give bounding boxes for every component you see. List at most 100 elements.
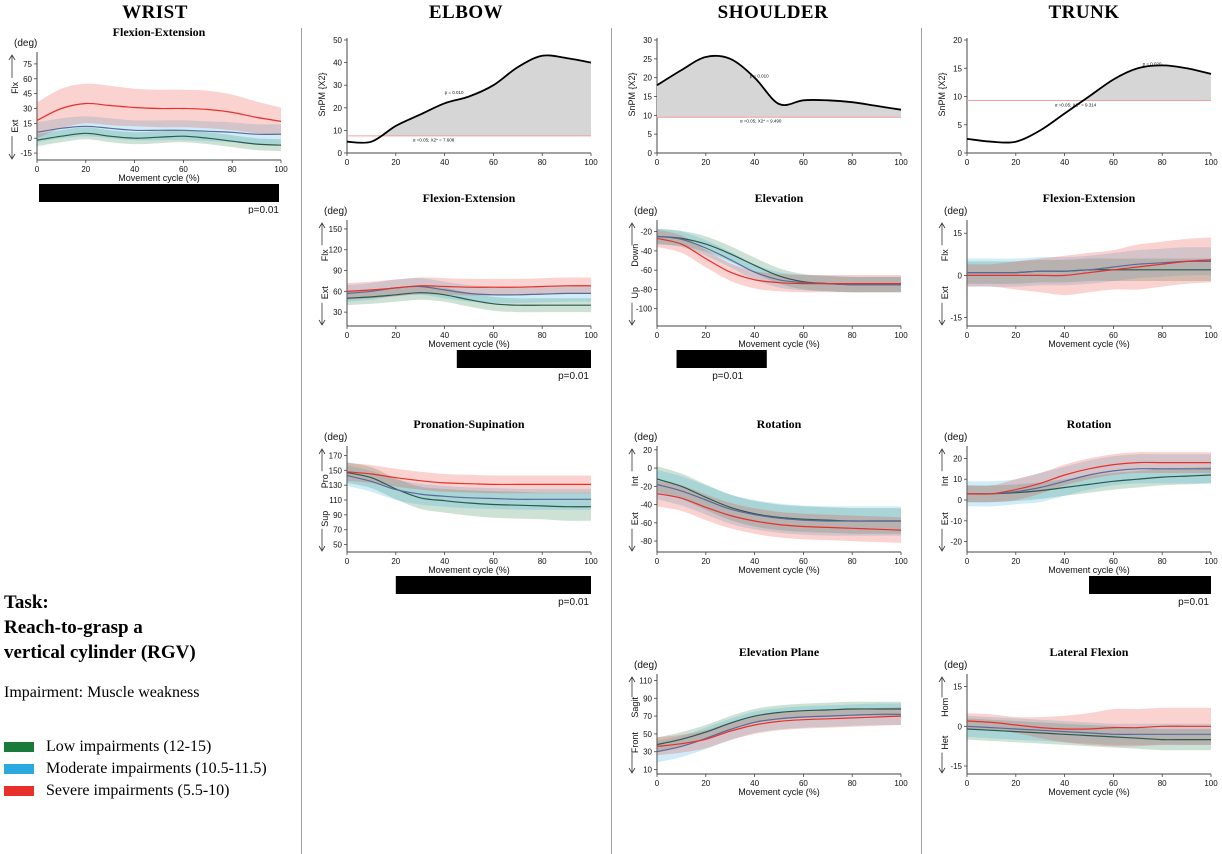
x-tick-label: 80 (1158, 331, 1167, 340)
x-axis-label: Movement cycle (%) (1048, 339, 1130, 349)
p-value-label: p=0.01 (558, 371, 589, 382)
plot-area (37, 83, 281, 152)
x-tick-label: 0 (655, 331, 660, 340)
up-arrow-icon (938, 222, 946, 229)
y-tick-label: -80 (640, 285, 652, 294)
y-tick-label: 10 (953, 93, 962, 102)
up-arrow-icon (628, 676, 636, 683)
y-tick-label: 15 (953, 229, 962, 238)
snpm-curve (346, 54, 592, 144)
y-tick-label: 10 (643, 766, 652, 775)
unit-label: (deg) (14, 38, 37, 49)
down-arrow-icon (8, 153, 16, 160)
up-arrow-icon (318, 448, 326, 455)
down-arrow-icon (938, 319, 946, 326)
x-axis-label: Movement cycle (%) (738, 339, 820, 349)
x-tick-label: 80 (848, 331, 857, 340)
chart-title: Rotation (1067, 417, 1112, 431)
mean-line-low (347, 292, 591, 306)
y-tick-label: 0 (958, 271, 963, 280)
x-tick-label: 80 (538, 331, 547, 340)
sd-band-severe (657, 707, 901, 756)
x-tick-label: 100 (584, 557, 598, 566)
mean-line-severe (967, 461, 1211, 495)
up-arrow-icon (628, 222, 636, 229)
unit-label: (deg) (324, 206, 347, 217)
x-tick-label: 100 (894, 779, 908, 788)
x-tick-label: 40 (750, 557, 759, 566)
y-tick-label: 150 (329, 466, 343, 475)
x-tick-label: 20 (1011, 557, 1020, 566)
p-value-annotation: p = 0.010 (445, 90, 464, 95)
y-tick-label: 50 (333, 36, 342, 45)
suprathreshold-area (381, 55, 591, 136)
y-tick-label: 30 (643, 748, 652, 757)
x-tick-label: 40 (1060, 331, 1069, 340)
y-tick-label: 70 (643, 712, 652, 721)
legend-swatch-severe (4, 786, 34, 796)
x-tick-label: 80 (1158, 779, 1167, 788)
direction-label-negative: Ext (940, 286, 950, 300)
mean-line-low (967, 474, 1211, 495)
y-tick-label: 60 (333, 287, 342, 296)
mean-line-moderate (967, 725, 1211, 735)
legend-label-severe: Severe impairments (5.5-10) (46, 782, 230, 799)
x-tick-label: 40 (1060, 779, 1069, 788)
x-tick-label: 60 (489, 331, 498, 340)
column-divider (301, 28, 302, 854)
sd-band-moderate (657, 469, 901, 536)
x-tick-label: 0 (345, 331, 350, 340)
legend-swatch-moderate (4, 764, 34, 774)
mean-line-low (347, 471, 591, 508)
mean-line-moderate (967, 260, 1211, 274)
y-tick-label: 5 (958, 121, 963, 130)
x-tick-label: 100 (274, 165, 288, 174)
x-tick-label: 100 (894, 331, 908, 340)
chart-shoulder-rotation: Rotation (deg) -80 -60 -40 -20 0 20 0 20 40 60 80 100… (628, 417, 908, 575)
x-tick-label: 100 (894, 557, 908, 566)
y-tick-label: 15 (953, 64, 962, 73)
column-divider (921, 28, 922, 854)
y-tick-label: -60 (640, 266, 652, 275)
mean-line-low (967, 728, 1211, 741)
sd-band-severe (37, 83, 281, 139)
direction-label-negative: Front (630, 732, 640, 754)
up-arrow-icon (938, 448, 946, 455)
plot-area (347, 462, 591, 521)
p-value-label: p=0.01 (712, 371, 743, 382)
up-arrow-icon (318, 222, 326, 229)
x-axis-label: Movement cycle (%) (738, 787, 820, 797)
y-tick-label: 0 (958, 722, 963, 731)
down-arrow-icon (938, 767, 946, 774)
chart-elbow-flexion-extension: Flexion-Extension (deg) 30 60 90 120 150 0 20 40 6… (318, 191, 598, 382)
x-tick-label: 60 (1109, 557, 1118, 566)
x-axis-label: Movement cycle (%) (738, 565, 820, 575)
direction-label-negative: Ext (320, 286, 330, 300)
legend-label-low: Low impairments (12-15) (46, 738, 212, 755)
y-tick-label: 60 (23, 75, 32, 84)
significance-bar (395, 576, 591, 594)
x-tick-label: 0 (965, 557, 970, 566)
suprathreshold-area (967, 65, 1211, 101)
chart-title: Lateral Flexion (1050, 645, 1129, 659)
plot-area (967, 707, 1211, 751)
sd-band-severe (347, 462, 591, 494)
x-tick-label: 60 (799, 779, 808, 788)
chart-title: Elevation (755, 191, 804, 205)
legend-swatch-low (4, 742, 34, 752)
chart-elbow-pronation-supination: Pronation-Supination (deg) 50 70 90 110 130 150… (318, 417, 598, 608)
unit-label: (deg) (634, 206, 657, 217)
y-tick-label: 50 (643, 730, 652, 739)
x-tick-label: 80 (228, 165, 237, 174)
unit-label: (deg) (634, 660, 657, 671)
y-tick-label: 90 (333, 267, 342, 276)
direction-label-positive: Hom (940, 698, 950, 717)
x-tick-label: 80 (848, 158, 857, 167)
y-tick-label: -20 (640, 482, 652, 491)
x-tick-label: 20 (1011, 331, 1020, 340)
sd-band-moderate (347, 465, 591, 510)
threshold-annotation: α =0.05; X2* = 9.314 (1055, 102, 1097, 107)
sd-band-low (37, 127, 281, 152)
